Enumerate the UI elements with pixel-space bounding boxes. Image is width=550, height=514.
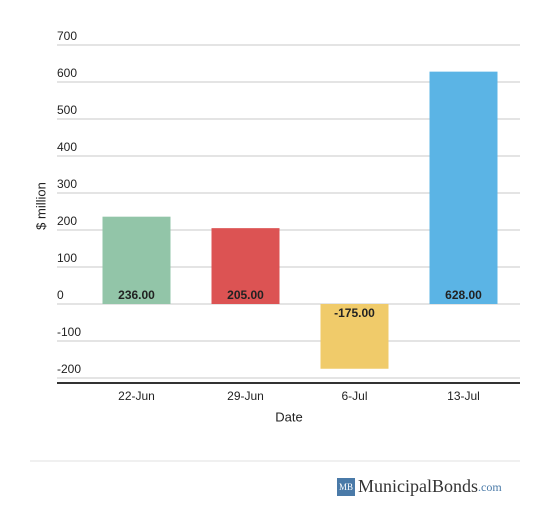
bar — [320, 304, 389, 369]
value-label: 236.00 — [118, 288, 155, 302]
bar — [429, 71, 498, 304]
x-tick-label: 6-Jul — [341, 389, 367, 403]
y-tick-label: -200 — [57, 362, 81, 376]
y-tick-label: 200 — [57, 214, 77, 228]
x-axis-title: Date — [275, 409, 302, 424]
y-axis-title: $ million — [33, 182, 48, 230]
bar — [211, 228, 280, 304]
y-tick-label: 0 — [57, 288, 64, 302]
y-tick-label: 400 — [57, 140, 77, 154]
y-tick-label: 600 — [57, 66, 77, 80]
y-tick-label: -100 — [57, 325, 81, 339]
x-tick-label: 22-Jun — [118, 389, 155, 403]
x-tick-label: 29-Jun — [227, 389, 264, 403]
logo-box — [337, 478, 355, 496]
value-label: -175.00 — [334, 306, 375, 320]
bar — [102, 216, 171, 304]
brand-domain: .com — [478, 480, 502, 494]
y-tick-label: 100 — [57, 251, 77, 265]
y-tick-label: 500 — [57, 103, 77, 117]
x-tick-label: 13-Jul — [447, 389, 480, 403]
value-label: 205.00 — [227, 288, 264, 302]
brand: MunicipalBonds.com — [358, 476, 502, 496]
value-label: 628.00 — [445, 288, 482, 302]
logo-mark: MB — [339, 482, 353, 492]
y-tick-label: 700 — [57, 29, 77, 43]
brand-name: MunicipalBonds — [358, 476, 478, 496]
y-tick-label: 300 — [57, 177, 77, 191]
